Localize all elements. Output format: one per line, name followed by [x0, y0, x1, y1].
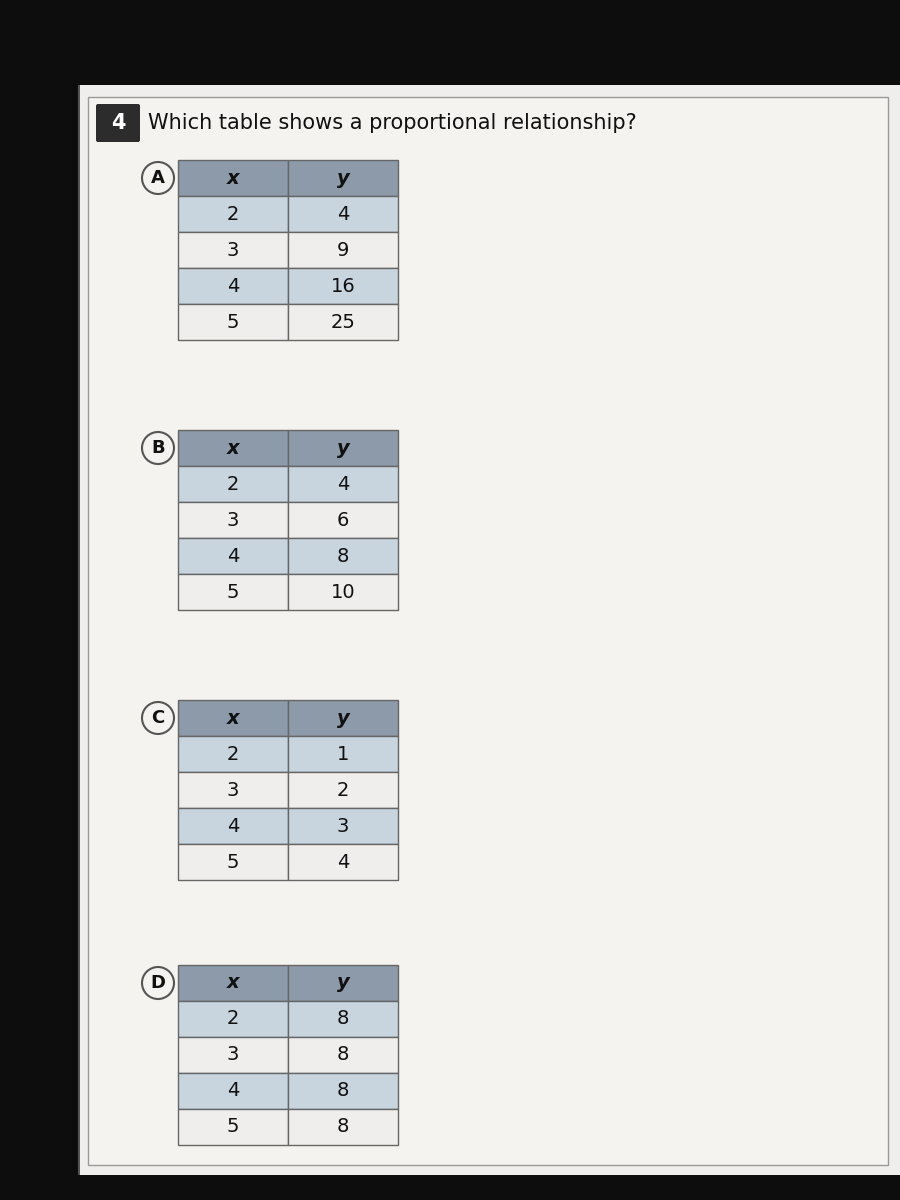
Text: 3: 3	[227, 1045, 239, 1064]
Text: 3: 3	[227, 240, 239, 259]
Text: 3: 3	[337, 816, 349, 835]
Text: 3: 3	[227, 780, 239, 799]
Text: 2: 2	[227, 1009, 239, 1028]
Text: x: x	[227, 438, 239, 457]
Bar	[178, 232, 288, 268]
Bar	[288, 538, 398, 574]
Bar	[178, 844, 288, 880]
Text: 9: 9	[337, 240, 349, 259]
Text: y: y	[337, 708, 349, 727]
Bar	[178, 808, 288, 844]
Bar	[288, 502, 398, 538]
Bar	[288, 430, 398, 466]
Bar	[178, 430, 288, 466]
Text: 8: 8	[337, 1081, 349, 1100]
Text: A: A	[151, 169, 165, 187]
Bar	[288, 1109, 398, 1145]
Bar	[288, 268, 398, 304]
Bar	[178, 1001, 288, 1037]
Bar	[178, 700, 288, 736]
Text: y: y	[337, 168, 349, 187]
Text: B: B	[151, 439, 165, 457]
Bar	[288, 1001, 398, 1037]
Circle shape	[142, 967, 174, 998]
Bar	[178, 538, 288, 574]
Text: D: D	[150, 974, 166, 992]
Bar	[78, 85, 80, 1175]
Text: 16: 16	[330, 276, 356, 295]
Text: 6: 6	[337, 510, 349, 529]
Bar	[0, 0, 900, 85]
Bar	[288, 772, 398, 808]
Bar	[178, 736, 288, 772]
Text: 4: 4	[337, 852, 349, 871]
Text: y: y	[337, 438, 349, 457]
Bar	[288, 1073, 398, 1109]
Bar	[288, 965, 398, 1001]
Text: 8: 8	[337, 1117, 349, 1136]
Bar	[178, 466, 288, 502]
Text: 2: 2	[227, 474, 239, 493]
Bar	[0, 0, 78, 1200]
FancyBboxPatch shape	[96, 104, 140, 142]
Text: 5: 5	[227, 852, 239, 871]
Bar	[288, 736, 398, 772]
Text: 2: 2	[337, 780, 349, 799]
Text: 4: 4	[111, 113, 125, 133]
Bar	[288, 304, 398, 340]
Text: 4: 4	[227, 1081, 239, 1100]
Text: Which table shows a proportional relationship?: Which table shows a proportional relatio…	[148, 113, 637, 133]
Circle shape	[142, 162, 174, 194]
Text: 2: 2	[227, 204, 239, 223]
Circle shape	[142, 432, 174, 464]
Bar	[178, 268, 288, 304]
Text: x: x	[227, 708, 239, 727]
Text: 10: 10	[330, 582, 356, 601]
Bar	[178, 304, 288, 340]
Text: x: x	[227, 973, 239, 992]
Bar	[288, 160, 398, 196]
Text: 1: 1	[337, 744, 349, 763]
Text: 4: 4	[227, 816, 239, 835]
Bar	[178, 772, 288, 808]
Bar	[288, 844, 398, 880]
Text: 25: 25	[330, 312, 356, 331]
Text: 4: 4	[227, 546, 239, 565]
Text: 8: 8	[337, 546, 349, 565]
Text: y: y	[337, 973, 349, 992]
Bar	[288, 466, 398, 502]
Bar	[178, 196, 288, 232]
Bar	[178, 1073, 288, 1109]
Text: 5: 5	[227, 1117, 239, 1136]
Bar	[178, 965, 288, 1001]
Text: 5: 5	[227, 312, 239, 331]
Bar	[178, 502, 288, 538]
Text: 8: 8	[337, 1045, 349, 1064]
Bar	[178, 160, 288, 196]
Text: 3: 3	[227, 510, 239, 529]
Text: x: x	[227, 168, 239, 187]
Text: 4: 4	[227, 276, 239, 295]
Bar	[288, 808, 398, 844]
Bar	[288, 700, 398, 736]
Circle shape	[142, 702, 174, 734]
Text: 4: 4	[337, 474, 349, 493]
Bar	[178, 1037, 288, 1073]
Bar	[0, 1175, 900, 1200]
Bar	[288, 196, 398, 232]
Text: 4: 4	[337, 204, 349, 223]
Bar	[288, 1037, 398, 1073]
Text: 2: 2	[227, 744, 239, 763]
Text: 8: 8	[337, 1009, 349, 1028]
Bar	[288, 574, 398, 610]
Bar	[178, 574, 288, 610]
Bar	[178, 1109, 288, 1145]
FancyBboxPatch shape	[88, 97, 888, 1165]
Text: 5: 5	[227, 582, 239, 601]
Bar	[288, 232, 398, 268]
Text: C: C	[151, 709, 165, 727]
